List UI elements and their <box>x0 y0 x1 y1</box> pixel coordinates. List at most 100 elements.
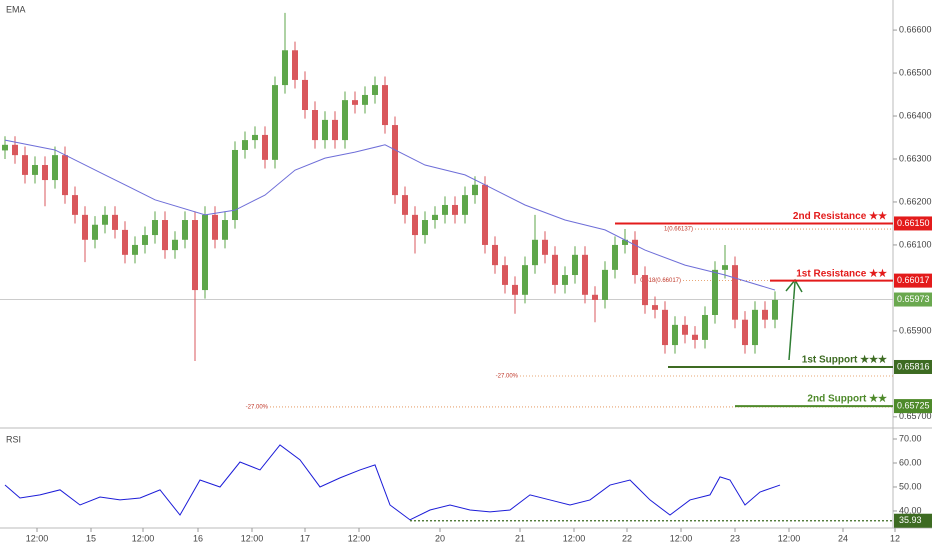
candle-body <box>342 100 348 141</box>
level-name: 2nd Support ★★ <box>807 394 887 405</box>
candle-body <box>72 195 78 215</box>
candle-body <box>232 149 238 221</box>
candle-body <box>362 94 368 105</box>
rsi-tick-label: 70.00 <box>899 433 922 443</box>
candle-body <box>322 119 328 141</box>
candle-body <box>732 265 738 320</box>
fib-label: 1(0.66137) <box>664 227 693 233</box>
candle-body <box>672 324 678 346</box>
candle-body <box>92 224 98 240</box>
ema-line <box>4 139 776 291</box>
x-tick-label: 12:00 <box>348 533 371 543</box>
candle-body <box>752 309 758 346</box>
candle-body <box>222 220 228 240</box>
candle-body <box>162 220 168 251</box>
level-price-label: 0.65725 <box>897 400 930 410</box>
candle-body <box>332 119 338 141</box>
x-tick-label: 23 <box>730 533 740 543</box>
y-tick-label: 0.65900 <box>899 325 932 335</box>
candle-body <box>132 244 138 255</box>
x-tick-label: 22 <box>622 533 632 543</box>
rsi-tick-label: 40.00 <box>899 505 922 515</box>
x-tick-label: 15 <box>86 533 96 543</box>
candle-body <box>82 214 88 240</box>
candle-body <box>762 309 768 320</box>
candle-body <box>572 254 578 276</box>
candle-body <box>262 134 268 160</box>
candle-body <box>142 235 148 245</box>
x-tick-label: 17 <box>300 533 310 543</box>
candle-body <box>182 220 188 240</box>
candle-body <box>492 244 498 266</box>
rsi-value-label: 35.93 <box>899 515 922 525</box>
candle-body <box>472 184 478 196</box>
x-tick-label: 24 <box>838 533 848 543</box>
y-tick-label: 0.66300 <box>899 153 932 163</box>
level-name: 2nd Resistance ★★ <box>793 211 887 222</box>
y-tick-label: 0.65700 <box>899 411 932 421</box>
candle-body <box>642 275 648 306</box>
candle-body <box>52 155 58 181</box>
level-price-box <box>894 359 932 374</box>
candle-body <box>742 319 748 346</box>
candle-body <box>152 220 158 236</box>
x-tick-label: 12:00 <box>26 533 49 543</box>
candle-body <box>612 244 618 270</box>
candle-body <box>42 165 48 181</box>
candle-body <box>772 299 778 320</box>
y-tick-label: 0.66600 <box>899 24 932 34</box>
candle-body <box>442 204 448 215</box>
candle-body <box>502 265 508 285</box>
candle-body <box>452 204 458 215</box>
candle-body <box>712 269 718 315</box>
level-price-label: 0.66150 <box>897 218 930 228</box>
candle-body <box>552 254 558 285</box>
candle-body <box>512 284 518 295</box>
candle-body <box>622 239 628 245</box>
rsi-value-box <box>894 513 932 528</box>
candle-body <box>122 229 128 255</box>
level-name: 1st Resistance ★★ <box>796 268 887 279</box>
y-tick-label: 0.66400 <box>899 110 932 120</box>
candle-body <box>532 239 538 266</box>
x-tick-label: 12:00 <box>563 533 586 543</box>
candle-body <box>2 144 8 151</box>
candle-body <box>652 305 658 310</box>
candle-body <box>192 220 198 291</box>
level-price-box <box>894 399 932 414</box>
level-price-box <box>894 216 932 231</box>
candle-body <box>662 309 668 346</box>
fib-label: -27.00% <box>246 405 269 411</box>
candle-body <box>482 184 488 245</box>
x-tick-label: 16 <box>193 533 203 543</box>
indicator-label: EMA <box>6 4 26 14</box>
candle-body <box>282 50 288 86</box>
candle-body <box>12 144 18 156</box>
candle-body <box>562 275 568 285</box>
candle-body <box>292 50 298 80</box>
candle-body <box>352 100 358 105</box>
rsi-tick-label: 60.00 <box>899 457 922 467</box>
y-tick-label: 0.66200 <box>899 196 932 206</box>
candle-body <box>422 220 428 236</box>
candle-body <box>542 239 548 255</box>
level-name: 1st Support ★★★ <box>802 355 887 366</box>
level-price-label: 0.65816 <box>897 361 930 371</box>
x-tick-label: 21 <box>515 533 525 543</box>
candle-body <box>582 254 588 295</box>
candle-body <box>382 85 388 126</box>
candle-body <box>632 239 638 276</box>
candle-body <box>432 214 438 221</box>
candle-body <box>722 265 728 270</box>
candle-body <box>462 195 468 215</box>
candle-body <box>112 214 118 230</box>
candle-body <box>212 214 218 240</box>
candle-body <box>242 140 248 150</box>
candle-body <box>202 214 208 291</box>
x-tick-label: 12 <box>890 533 900 543</box>
candle-body <box>102 214 108 225</box>
x-tick-label: 20 <box>435 533 445 543</box>
candle-body <box>592 294 598 300</box>
